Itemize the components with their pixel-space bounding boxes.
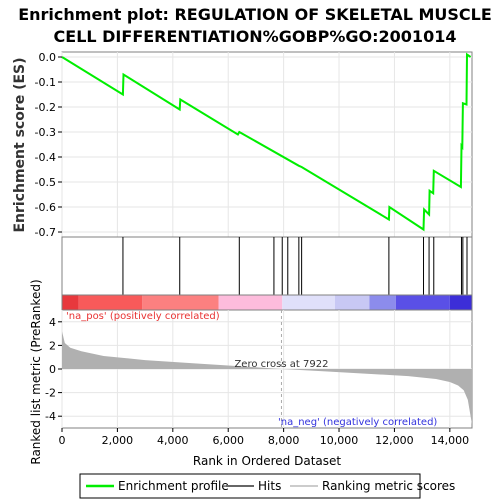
heatmap-segment [369,295,396,310]
heatmap-segment [334,295,370,310]
es-axis-ticks: 0.0 -0.1 -0.2 -0.3 -0.4 -0.5 -0.6 -0.7 [35,51,62,239]
es-tick-label: -0.2 [35,101,56,114]
es-tick-label: -0.7 [35,226,56,239]
heatmap-segment [282,295,335,310]
metric-axis-label: Ranked list metric (PreRanked) [29,279,43,464]
chart-title-line1: Enrichment plot: REGULATION OF SKELETAL … [18,5,492,24]
x-tick-label: 14,000 [431,434,470,447]
heatmap-segment [218,295,283,310]
es-tick-label: -0.5 [35,176,56,189]
x-tick-label: 0 [59,434,66,447]
x-axis-ticks: 0 2,000 4,000 6,000 8,000 10,000 12,000 14,000 [59,428,470,447]
legend-metric-label: Ranking metric scores [322,479,455,493]
es-panel: 0.0 -0.1 -0.2 -0.3 -0.4 -0.5 -0.6 -0.7 Enrichme… [12,51,473,239]
heatmap-segment [142,295,219,310]
metric-tick-label: -2 [45,387,56,400]
enrichment-profile-line [61,52,472,232]
es-tick-label: -0.3 [35,126,56,139]
es-axis-label: Enrichment score (ES) [12,57,28,232]
es-tick-label: 0.0 [39,51,57,64]
x-tick-label: 10,000 [320,434,359,447]
es-grid [61,52,472,237]
x-axis-label: Rank in Ordered Dataset [193,454,341,468]
legend-profile-label: Enrichment profile [118,479,229,493]
chart-title-line2: CELL DIFFERENTIATION%GOBP%GO:2001014 [54,27,457,46]
metric-tick-label: 2 [49,339,56,352]
es-tick-label: -0.4 [35,151,56,164]
heatmap-segment [78,295,143,310]
heatmap-segment [62,295,79,310]
legend-hits-label: Hits [258,479,281,493]
negative-correlation-label: 'na_neg' (negatively correlated) [278,417,437,428]
x-tick-label: 12,000 [375,434,414,447]
hits-panel [61,236,473,296]
heatmap-segment [449,295,472,310]
positive-correlation-label: 'na_pos' (positively correlated) [66,311,220,322]
metric-axis-ticks: 4 2 0 -2 -4 [45,316,62,423]
hit-lines [122,237,468,295]
metric-tick-label: 4 [49,316,56,329]
metric-panel: Zero cross at 7922 'na_pos' (positively … [29,279,473,465]
es-tick-label: -0.1 [35,76,56,89]
ranking-heatmap-bar [61,294,473,311]
metric-tick-label: -4 [45,410,56,423]
x-tick-label: 6,000 [212,434,244,447]
heatmap-segment [395,295,450,310]
x-tick-label: 2,000 [102,434,134,447]
zero-cross-label: Zero cross at 7922 [234,359,328,370]
metric-tick-label: 0 [49,363,56,376]
legend: Enrichment profile Hits Ranking metric s… [79,473,455,499]
x-tick-label: 8,000 [268,434,300,447]
es-tick-label: -0.6 [35,201,56,214]
x-tick-label: 4,000 [157,434,189,447]
